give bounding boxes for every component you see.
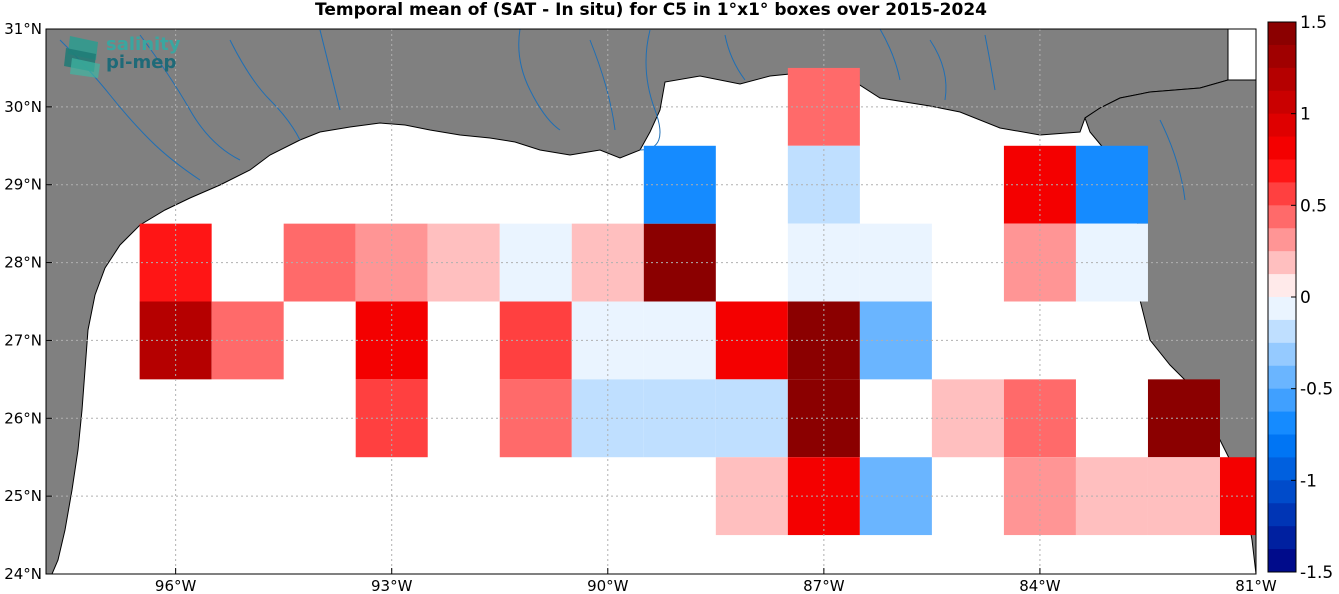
colorbar-swatch bbox=[1268, 434, 1296, 458]
rivers bbox=[59, 28, 1186, 201]
colorbar-swatch bbox=[1268, 503, 1296, 527]
heatmap-cell bbox=[1147, 457, 1220, 536]
colorbar: 1.5 1 0.5 0 -0.5 -1 -1.5 bbox=[1267, 13, 1333, 583]
colorbar-swatch bbox=[1268, 526, 1296, 550]
colorbar-tick-label: 1.5 bbox=[1300, 13, 1327, 33]
y-axis: 31°N 30°N 29°N 28°N 27°N 26°N 25°N 24°N bbox=[4, 20, 52, 583]
colorbar-swatch bbox=[1268, 113, 1296, 138]
colorbar-swatch bbox=[1268, 319, 1296, 344]
logo-line1: salinity bbox=[106, 34, 181, 55]
heatmap-cell bbox=[1003, 223, 1076, 302]
plot-frame bbox=[45, 28, 1257, 575]
colorbar-swatch bbox=[1268, 251, 1296, 275]
y-tick-label: 29°N bbox=[4, 176, 42, 194]
salinity-pi-mep-logo: salinity pi-mep bbox=[62, 32, 212, 82]
y-tick-label: 27°N bbox=[4, 331, 42, 349]
colorbar-tick-label: -1.5 bbox=[1300, 563, 1333, 583]
colorbar-tick-label: 1 bbox=[1300, 105, 1311, 125]
heatmap-cell bbox=[499, 223, 572, 302]
y-tick-label: 31°N bbox=[4, 20, 42, 38]
colorbar-swatch bbox=[1268, 549, 1296, 573]
logo-line2: pi-mep bbox=[106, 52, 177, 73]
heatmap-cell bbox=[1147, 379, 1220, 458]
heatmap-cell bbox=[1003, 457, 1076, 536]
y-tick-label: 26°N bbox=[4, 409, 42, 427]
colorbar-swatch bbox=[1268, 365, 1296, 390]
heatmap-cell bbox=[643, 145, 716, 224]
graticule bbox=[46, 29, 1256, 574]
logo-mark-icon bbox=[64, 36, 100, 78]
heatmap-cell bbox=[643, 379, 716, 458]
colorbar-tick-label: -0.5 bbox=[1300, 380, 1333, 400]
colorbar-swatch bbox=[1268, 228, 1296, 252]
heatmap-cells bbox=[139, 67, 1256, 536]
colorbar-tick-label: 0 bbox=[1300, 288, 1311, 308]
heatmap-cell bbox=[643, 301, 716, 380]
heatmap-cell bbox=[499, 301, 572, 380]
colorbar-swatch bbox=[1268, 480, 1296, 504]
colorbar-swatch bbox=[1268, 44, 1296, 69]
y-tick-label: 30°N bbox=[4, 98, 42, 116]
x-tick-label: 81°W bbox=[1235, 577, 1277, 594]
x-tick-label: 96°W bbox=[155, 577, 197, 594]
x-tick-label: 84°W bbox=[1019, 577, 1061, 594]
colorbar-swatch bbox=[1268, 388, 1296, 413]
colorbar-swatch bbox=[1268, 205, 1296, 229]
heatmap-cell bbox=[643, 223, 716, 302]
y-tick-label: 24°N bbox=[4, 565, 42, 583]
colorbar-swatch bbox=[1268, 274, 1296, 298]
heatmap-cell bbox=[283, 223, 356, 302]
map-title: Temporal mean of (SAT - In situ) for C5 … bbox=[315, 0, 987, 20]
colorbar-tick-label: -1 bbox=[1300, 471, 1317, 491]
colorbar-swatch bbox=[1268, 22, 1296, 46]
y-tick-label: 28°N bbox=[4, 254, 42, 272]
colorbar-swatch bbox=[1268, 342, 1296, 367]
colorbar-swatch bbox=[1268, 411, 1296, 435]
heatmap-cell bbox=[787, 457, 860, 536]
colorbar-swatch bbox=[1268, 136, 1296, 160]
y-tick-label: 25°N bbox=[4, 487, 42, 505]
colorbar-swatch bbox=[1268, 67, 1296, 92]
x-tick-label: 87°W bbox=[803, 577, 845, 594]
colorbar-swatch bbox=[1268, 182, 1296, 206]
colorbar-tick-label: 0.5 bbox=[1300, 196, 1327, 216]
x-axis: 96°W 93°W 90°W 87°W 84°W 81°W bbox=[155, 568, 1277, 594]
heatmap-cell bbox=[499, 379, 572, 458]
colorbar-swatch bbox=[1268, 159, 1296, 183]
x-tick-label: 90°W bbox=[587, 577, 629, 594]
heatmap-cell bbox=[427, 223, 500, 302]
colorbar-swatch bbox=[1268, 90, 1296, 115]
colorbar-swatch bbox=[1268, 457, 1296, 481]
colorbar-swatch bbox=[1268, 297, 1296, 321]
x-tick-label: 93°W bbox=[371, 577, 413, 594]
